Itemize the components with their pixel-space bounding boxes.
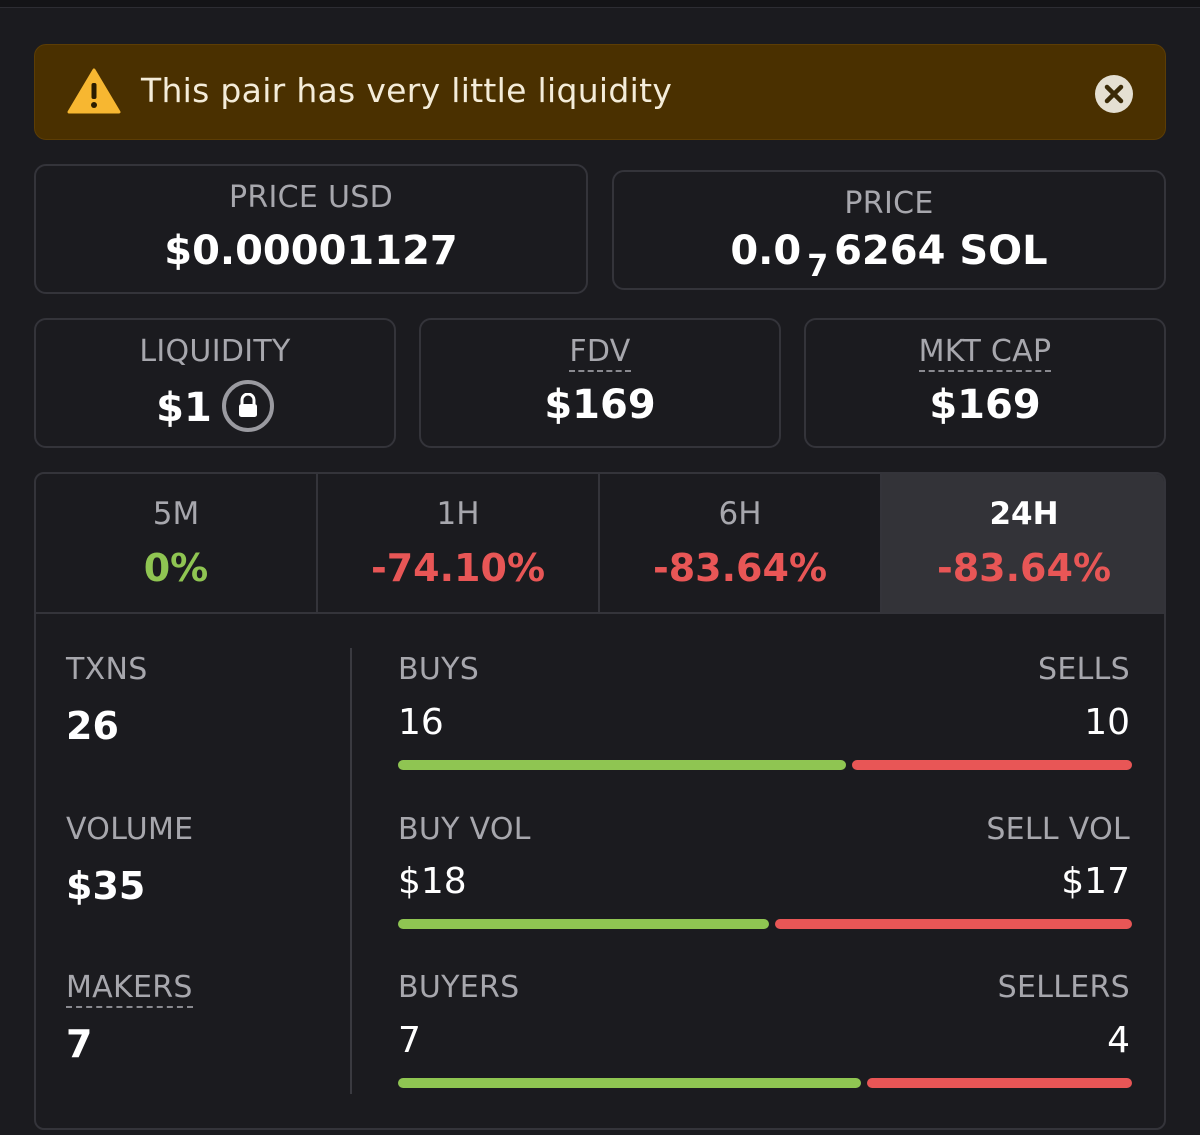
sells-label: SELLS bbox=[1038, 652, 1130, 687]
price-sol-subscript: 7 bbox=[807, 249, 829, 284]
tab-5m[interactable]: 5M 0% bbox=[36, 474, 318, 612]
buys-bar-segment bbox=[398, 760, 846, 770]
tab-24h[interactable]: 24H -83.64% bbox=[882, 474, 1164, 612]
liquidity-value: $1 bbox=[156, 385, 212, 431]
volume-bar bbox=[398, 919, 1132, 929]
market-cap-label[interactable]: MKT CAP bbox=[918, 336, 1052, 372]
txns-value: 26 bbox=[66, 704, 119, 748]
sells-value: 10 bbox=[1084, 702, 1130, 743]
liquidity-value-row: $1 bbox=[36, 380, 394, 436]
market-cap-value: $169 bbox=[929, 382, 1041, 428]
sell-vol-bar-segment bbox=[775, 919, 1132, 929]
tab-6h-change: -83.64% bbox=[652, 546, 828, 590]
tab-5m-label: 5M bbox=[152, 496, 200, 532]
buy-vol-bar-segment bbox=[398, 919, 769, 929]
makers-label[interactable]: MAKERS bbox=[66, 972, 193, 1008]
buyers-label: BUYERS bbox=[398, 970, 520, 1005]
buyers-bar-segment bbox=[398, 1078, 861, 1088]
stats-divider bbox=[350, 648, 352, 1094]
lock-icon[interactable] bbox=[221, 380, 274, 432]
stats-panel: 5M 0% 1H -74.10% 6H -83.64% 24H -83.64% … bbox=[34, 472, 1166, 1130]
buys-sells-bar bbox=[398, 760, 1132, 770]
tab-6h[interactable]: 6H -83.64% bbox=[600, 474, 882, 612]
tab-1h-change: -74.10% bbox=[370, 546, 546, 590]
buys-value: 16 bbox=[398, 702, 444, 743]
price-usd-label: PRICE USD bbox=[228, 180, 394, 215]
makers-label-wrap: MAKERS bbox=[66, 970, 193, 1008]
volume-label: VOLUME bbox=[66, 812, 194, 847]
warning-text: This pair has very little liquidity bbox=[141, 71, 673, 110]
tab-1h-label: 1H bbox=[436, 496, 480, 532]
price-sol-card: PRICE 0.0 7 6264 SOL bbox=[612, 170, 1166, 290]
price-sol-value: 0.0 7 6264 SOL bbox=[614, 228, 1164, 284]
close-warning-button[interactable] bbox=[1095, 75, 1133, 113]
fdv-value: $169 bbox=[544, 382, 656, 428]
warning-triangle-icon bbox=[67, 68, 121, 114]
tab-24h-label: 24H bbox=[989, 496, 1059, 532]
sells-bar-segment bbox=[852, 760, 1132, 770]
liquidity-label: LIQUIDITY bbox=[139, 334, 291, 369]
tab-6h-label: 6H bbox=[718, 496, 762, 532]
makers-value: 7 bbox=[66, 1022, 93, 1066]
buy-vol-value: $18 bbox=[398, 861, 467, 902]
price-sol-label: PRICE bbox=[844, 186, 934, 221]
makers-bar bbox=[398, 1078, 1132, 1088]
liquidity-card: LIQUIDITY $1 bbox=[34, 318, 396, 448]
fdv-card[interactable]: FDV $169 bbox=[419, 318, 781, 448]
price-usd-value: $0.00001127 bbox=[164, 228, 458, 274]
sellers-bar-segment bbox=[867, 1078, 1132, 1088]
top-divider bbox=[0, 0, 1200, 8]
tab-5m-change: 0% bbox=[143, 546, 209, 590]
buys-label: BUYS bbox=[398, 652, 480, 687]
timeframe-tabs: 5M 0% 1H -74.10% 6H -83.64% 24H -83.64% bbox=[36, 474, 1164, 614]
market-cap-card[interactable]: MKT CAP $169 bbox=[804, 318, 1166, 448]
market-cap-label-wrap: MKT CAP bbox=[806, 334, 1164, 372]
low-liquidity-warning: This pair has very little liquidity bbox=[34, 44, 1166, 140]
buy-vol-label: BUY VOL bbox=[398, 812, 531, 847]
fdv-label[interactable]: FDV bbox=[569, 336, 631, 372]
sellers-label: SELLERS bbox=[997, 970, 1130, 1005]
price-sol-prefix: 0.0 bbox=[730, 228, 802, 274]
buyers-value: 7 bbox=[398, 1020, 421, 1061]
txns-label: TXNS bbox=[66, 652, 148, 687]
price-sol-suffix: 6264 SOL bbox=[834, 228, 1048, 274]
price-usd-card: PRICE USD $0.00001127 bbox=[34, 164, 588, 294]
tab-1h[interactable]: 1H -74.10% bbox=[318, 474, 600, 612]
sell-vol-value: $17 bbox=[1061, 861, 1130, 902]
volume-value: $35 bbox=[66, 864, 146, 908]
sell-vol-label: SELL VOL bbox=[986, 812, 1130, 847]
tab-24h-change: -83.64% bbox=[936, 546, 1112, 590]
close-circle-icon bbox=[1104, 84, 1124, 104]
fdv-label-wrap: FDV bbox=[421, 334, 779, 372]
sellers-value: 4 bbox=[1107, 1020, 1130, 1061]
